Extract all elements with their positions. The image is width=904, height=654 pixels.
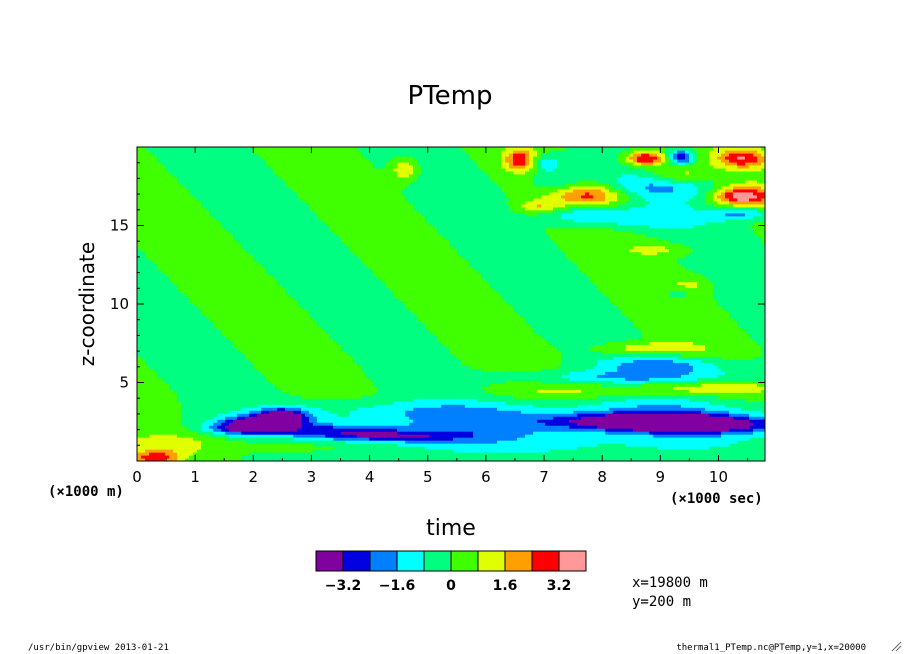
heatmap-cell bbox=[189, 147, 194, 151]
heatmap-cell bbox=[317, 147, 322, 151]
heatmap-cell bbox=[221, 147, 226, 151]
heatmap-cell bbox=[205, 147, 210, 151]
heatmap-cell bbox=[213, 147, 218, 151]
heatmap-cell bbox=[153, 147, 158, 151]
heatmap-cell bbox=[225, 147, 230, 151]
heatmap-cell bbox=[273, 147, 278, 151]
heatmap-cell bbox=[289, 147, 294, 151]
heatmap-cell bbox=[197, 147, 202, 151]
heatmap-cell bbox=[241, 147, 246, 151]
heatmap-cell bbox=[229, 147, 234, 151]
heatmap-cell bbox=[293, 147, 298, 151]
heatmap-cell bbox=[149, 147, 154, 151]
heatmap-cell bbox=[269, 147, 274, 151]
heatmap-cell bbox=[137, 147, 142, 151]
heatmap-cell bbox=[261, 147, 266, 151]
heatmap-cell bbox=[209, 147, 214, 151]
heatmap-cell bbox=[233, 147, 238, 151]
heatmap-cell bbox=[281, 147, 286, 151]
heatmap-cell bbox=[265, 147, 270, 151]
heatmap-cell bbox=[285, 147, 290, 151]
heatmap-cell bbox=[165, 147, 170, 151]
heatmap-cell bbox=[301, 147, 306, 151]
heatmap-cell bbox=[237, 147, 242, 151]
heatmap-cell bbox=[305, 147, 310, 151]
heatmap-cell bbox=[157, 147, 162, 151]
heatmap-cell bbox=[217, 147, 222, 151]
heatmap-cell bbox=[245, 147, 250, 151]
heatmap-cell bbox=[173, 147, 178, 151]
heatmap-cell bbox=[297, 147, 302, 151]
heatmap-cell bbox=[145, 147, 150, 151]
heatmap-cell bbox=[177, 147, 182, 151]
heatmap-cell bbox=[201, 147, 206, 151]
heatmap-cell bbox=[141, 147, 146, 151]
heatmap-field bbox=[137, 147, 766, 462]
heatmap-cell bbox=[257, 147, 262, 151]
heatmap-cell bbox=[185, 147, 190, 151]
heatmap-cell bbox=[161, 147, 166, 151]
heatmap-cell bbox=[181, 147, 186, 151]
plot-area bbox=[137, 147, 766, 462]
chart-title: PTemp bbox=[408, 81, 493, 111]
heatmap-cell bbox=[277, 147, 282, 151]
heatmap-cell bbox=[313, 147, 318, 151]
heatmap-cell bbox=[321, 147, 326, 151]
heatmap-cell bbox=[169, 147, 174, 151]
